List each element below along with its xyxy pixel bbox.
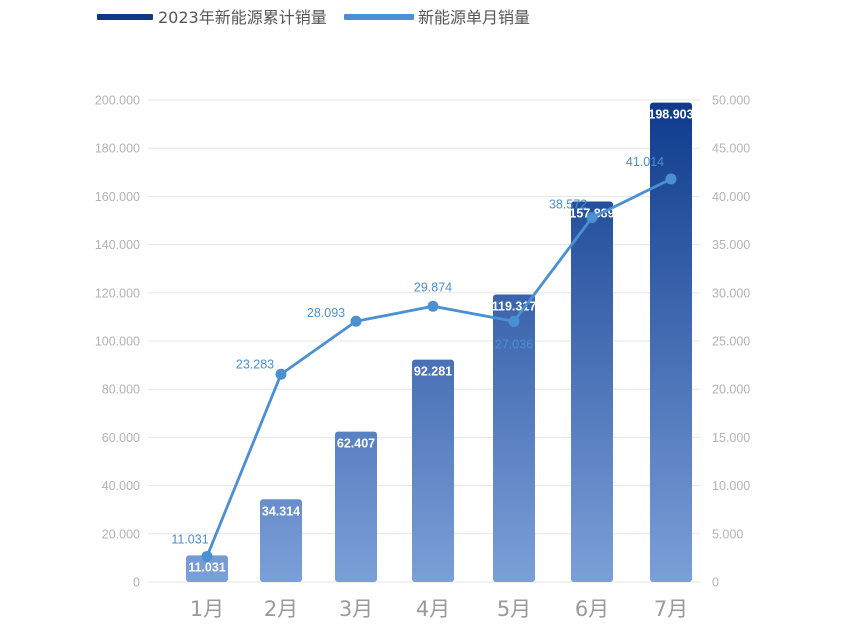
category-label: 3月 <box>339 597 373 621</box>
left-tick-label: 200.000 <box>95 94 140 108</box>
bar <box>335 431 377 582</box>
line-point <box>508 315 520 327</box>
left-axis: 0 20.000 40.000 60.000 80.000 100.000 120.000 1… <box>95 94 140 590</box>
right-tick-label: 25.000 <box>712 335 750 349</box>
legend-bar-swatch <box>97 14 153 20</box>
legend-line-label: 新能源单月销量 <box>418 8 530 27</box>
line-point <box>586 212 598 224</box>
left-tick-label: 80.000 <box>102 383 140 397</box>
category-label: 5月 <box>497 597 531 621</box>
category-label: 4月 <box>416 597 450 621</box>
right-tick-label: 20.000 <box>712 383 750 397</box>
bar-data-label: 11.031 <box>188 560 226 574</box>
left-tick-label: 160.000 <box>95 190 140 204</box>
left-tick-label: 0 <box>133 576 140 590</box>
left-tick-label: 140.000 <box>95 238 140 252</box>
line-data-label: 27.036 <box>495 337 533 351</box>
left-tick-label: 180.000 <box>95 142 140 156</box>
left-tick-label: 60.000 <box>102 431 140 445</box>
right-tick-label: 0 <box>712 576 719 590</box>
right-tick-label: 50.000 <box>712 94 750 108</box>
line-point <box>427 300 439 312</box>
bar-series: 11.03134.31462.40792.281119.317157.88919… <box>186 102 694 583</box>
right-tick-label: 35.000 <box>712 238 750 252</box>
line-data-label: 11.031 <box>171 532 208 546</box>
category-axis: 1月 2月 3月 4月 5月 6月 7月 <box>190 597 688 621</box>
line-point <box>275 368 287 380</box>
right-axis: 0 5.000 10.000 15.000 20.000 25.000 30.000 35.0… <box>712 94 750 590</box>
right-tick-label: 40.000 <box>712 190 750 204</box>
line-data-label: 23.283 <box>236 357 274 371</box>
right-tick-label: 30.000 <box>712 286 750 300</box>
line-data-label: 38.572 <box>549 198 587 212</box>
line-data-label: 28.093 <box>307 306 345 320</box>
line-point <box>665 173 677 185</box>
bar-data-label: 92.281 <box>414 365 452 379</box>
bar <box>650 102 692 582</box>
bar <box>412 359 454 582</box>
line-point <box>350 315 362 327</box>
right-tick-label: 10.000 <box>712 479 750 493</box>
legend: 2023年新能源累计销量 新能源单月销量 <box>97 8 530 27</box>
category-label: 6月 <box>575 597 609 621</box>
bar <box>571 201 613 583</box>
bar-data-label: 62.407 <box>337 437 375 451</box>
category-label: 7月 <box>654 597 688 621</box>
legend-bar-label: 2023年新能源累计销量 <box>158 8 327 27</box>
line-series: 11.031 23.283 28.093 29.874 27.036 38.572 41.0… <box>171 155 677 562</box>
left-tick-label: 120.000 <box>95 286 140 300</box>
right-tick-label: 15.000 <box>712 431 750 445</box>
category-label: 1月 <box>190 597 224 621</box>
line-point <box>201 550 213 562</box>
bar-data-label: 34.314 <box>262 504 300 518</box>
bar <box>260 499 302 582</box>
category-label: 2月 <box>264 597 298 621</box>
bar-data-label: 198.903 <box>648 108 693 122</box>
left-tick-label: 20.000 <box>102 527 140 541</box>
bar <box>493 294 535 582</box>
left-tick-label: 100.000 <box>95 335 140 349</box>
line-data-label: 41.014 <box>626 155 664 169</box>
line-data-label: 29.874 <box>414 280 452 294</box>
left-tick-label: 40.000 <box>102 479 140 493</box>
bar <box>186 555 228 582</box>
right-tick-label: 45.000 <box>712 142 750 156</box>
bar-data-label: 119.317 <box>492 299 537 313</box>
right-tick-label: 5.000 <box>712 527 743 541</box>
legend-line-swatch <box>344 14 414 20</box>
